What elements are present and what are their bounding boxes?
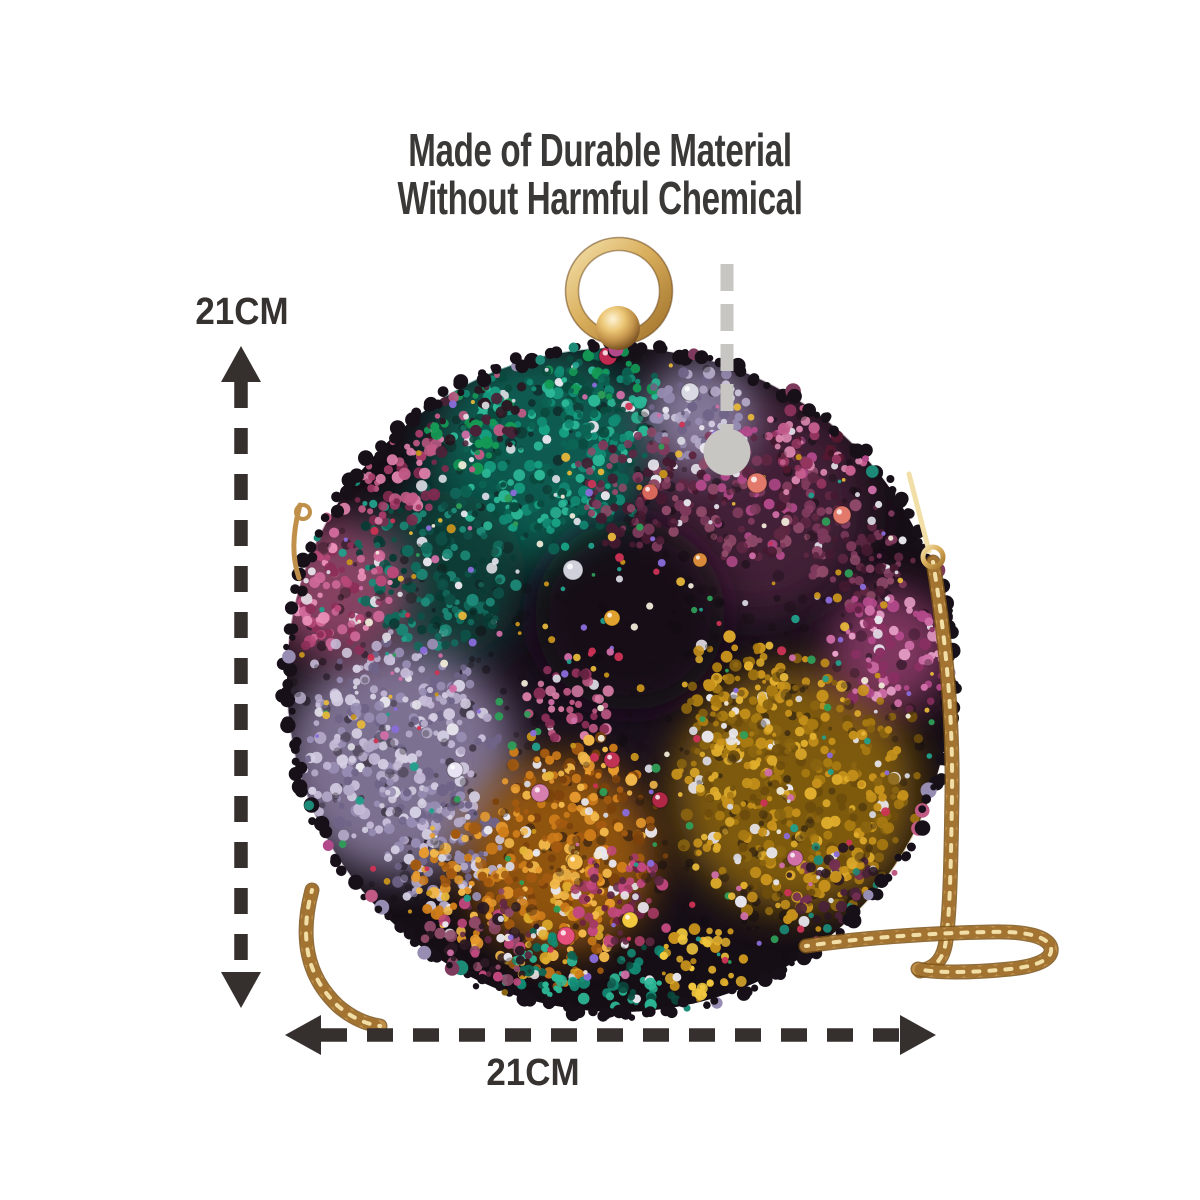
ball-clasp [596,306,640,350]
width-arrow [285,1015,936,1055]
height-dimension-label: 21CM [195,291,289,333]
chain-strap [291,471,1059,1034]
width-dimension-label: 21CM [486,1052,580,1094]
heading-line-2: Without Harmful Chemical [397,172,803,224]
heading-line-1: Made of Durable Material [408,124,792,176]
heading: Made of Durable Material Without Harmful… [168,126,1032,222]
measure-pin-marker [703,264,751,476]
bag-body [275,336,962,1022]
height-arrow [221,346,261,1008]
